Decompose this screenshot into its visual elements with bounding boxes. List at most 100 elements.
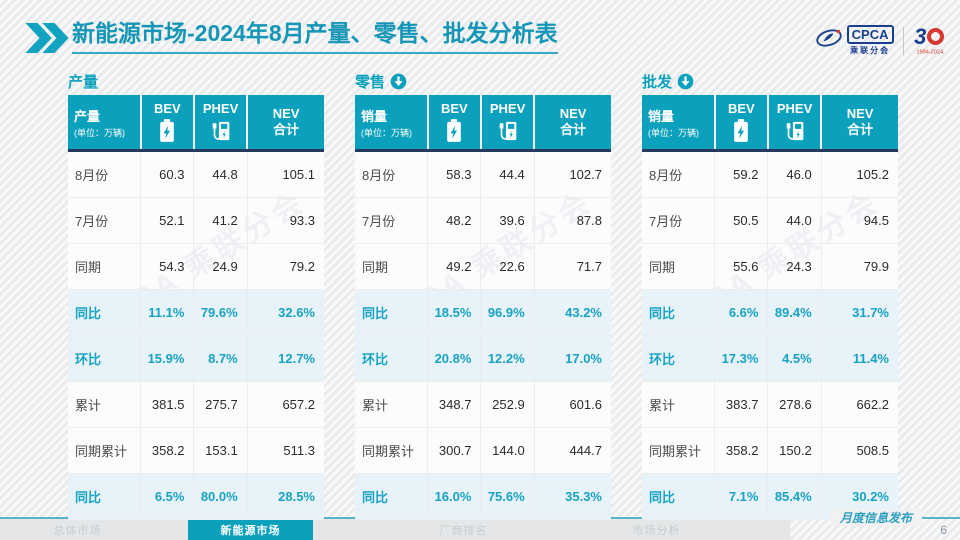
cell-value: 32.6% xyxy=(247,289,324,336)
table-row: 同比 7.1% 85.4% 30.2% xyxy=(642,473,898,520)
cell-value: 28.5% xyxy=(247,473,324,520)
row-label: 同比 xyxy=(68,473,142,520)
cell-value: 93.3 xyxy=(247,197,324,244)
cell-value: 22.6 xyxy=(480,243,535,290)
cell-value: 12.2% xyxy=(480,335,535,382)
cell-value: 94.5 xyxy=(821,197,898,244)
cell-value: 657.2 xyxy=(247,381,324,428)
cell-value: 17.0% xyxy=(534,335,611,382)
cell-value: 44.0 xyxy=(767,197,822,244)
row-label: 累计 xyxy=(68,381,142,428)
corner-header-cell: 产量 (单位：万辆) xyxy=(68,95,142,152)
footer-tab-overall-market[interactable]: 总体市场 xyxy=(53,524,102,537)
table-row: 同期 49.2 22.6 71.7 xyxy=(355,243,611,290)
cell-value: 4.5% xyxy=(767,335,822,382)
table-row: 8月份 58.3 44.4 102.7 xyxy=(355,150,611,198)
cell-value: 150.2 xyxy=(767,427,822,474)
table-row: 同比 6.6% 89.4% 31.7% xyxy=(642,289,898,336)
row-label: 同期 xyxy=(642,243,716,290)
footer-tab-nev-market[interactable]: 新能源市场 xyxy=(188,519,313,540)
row-label: 同比 xyxy=(642,473,716,520)
table-row: 同比 18.5% 96.9% 43.2% xyxy=(355,289,611,336)
cell-value: 24.9 xyxy=(193,243,248,290)
cell-value: 31.7% xyxy=(821,289,898,336)
ev-charger-icon xyxy=(498,119,518,143)
section-title: 批发 xyxy=(642,74,673,91)
page-title: 新能源市场-2024年8月产量、零售、批发分析表 xyxy=(72,20,558,54)
table-body: 8月份 60.3 44.8 105.1 7月份 52.1 41.2 93.3 同… xyxy=(68,150,324,520)
slide-header: 新能源市场-2024年8月产量、零售、批发分析表 CPCA 乘联分会 xyxy=(25,20,946,56)
footer-tab-market-analysis[interactable]: 市场分析 xyxy=(632,524,681,537)
cpca-logo-text-block: CPCA 乘联分会 xyxy=(846,25,894,56)
row-label: 累计 xyxy=(642,381,716,428)
row-label: 7月份 xyxy=(355,197,429,244)
table-row: 同比 16.0% 75.6% 35.3% xyxy=(355,473,611,520)
table-wrapper: CPCA 乘联分会 销量 (单位：万辆) BEV xyxy=(642,95,898,520)
row-label: 8月份 xyxy=(68,150,142,198)
cell-value: 79.6% xyxy=(193,289,248,336)
anniversary-30-logo: 3 1994-2024 xyxy=(913,25,946,56)
col-header-bev: BEV xyxy=(140,95,195,152)
cell-value: 85.4% xyxy=(767,473,822,520)
table-row: 环比 15.9% 8.7% 12.7% xyxy=(68,335,324,382)
title-rest: -2024年8月产量、零售、批发分析表 xyxy=(187,20,558,46)
row-label: 同期 xyxy=(355,243,429,290)
cell-value: 55.6 xyxy=(714,243,769,290)
table-wrapper: CPCA 乘联分会 销量 (单位：万辆) BEV xyxy=(355,95,611,520)
table-row: 同比 6.5% 80.0% 28.5% xyxy=(68,473,324,520)
unit-label: (单位：万辆) xyxy=(361,127,412,138)
table-row: 8月份 60.3 44.8 105.1 xyxy=(68,150,324,198)
row-label: 同比 xyxy=(642,289,716,336)
cell-value: 75.6% xyxy=(480,473,535,520)
cell-value: 20.8% xyxy=(427,335,482,382)
cell-value: 278.6 xyxy=(767,381,822,428)
row-label: 同期累计 xyxy=(68,427,142,474)
row-label: 环比 xyxy=(642,335,716,382)
row-label: 8月份 xyxy=(355,150,429,198)
cell-value: 300.7 xyxy=(427,427,482,474)
cell-value: 44.8 xyxy=(193,150,248,198)
cell-value: 11.1% xyxy=(140,289,195,336)
cell-value: 58.3 xyxy=(427,150,482,198)
cell-value: 358.2 xyxy=(140,427,195,474)
down-arrow-icon xyxy=(677,73,694,90)
table-row: 累计 381.5 275.7 657.2 xyxy=(68,381,324,428)
cell-value: 48.2 xyxy=(427,197,482,244)
cell-value: 50.5 xyxy=(714,197,769,244)
cell-value: 105.2 xyxy=(821,150,898,198)
footer-tabs: 总体市场 新能源市场 厂商排名 市场分析 xyxy=(0,519,790,540)
row-label: 同比 xyxy=(68,289,142,336)
data-table: 产量 (单位：万辆) BEV xyxy=(68,95,324,520)
battery-icon xyxy=(444,119,464,143)
cell-value: 39.6 xyxy=(480,197,535,244)
table-row: 累计 383.7 278.6 662.2 xyxy=(642,381,898,428)
cell-value: 6.6% xyxy=(714,289,769,336)
table-row: 环比 20.8% 12.2% 17.0% xyxy=(355,335,611,382)
cell-value: 89.4% xyxy=(767,289,822,336)
row-label: 同比 xyxy=(355,473,429,520)
logo-group: CPCA 乘联分会 3 1994-2024 xyxy=(815,20,946,56)
ev-charger-icon xyxy=(785,119,805,143)
col-header-phev: PHEV xyxy=(767,95,823,152)
cell-value: 87.8 xyxy=(534,197,611,244)
tables-area: 产量 CPCA 乘联分会 产量 (单位：万辆) xyxy=(68,70,898,520)
cell-value: 59.2 xyxy=(714,150,769,198)
cell-value: 102.7 xyxy=(534,150,611,198)
col-header-phev: PHEV xyxy=(480,95,536,152)
table-row: 8月份 59.2 46.0 105.2 xyxy=(642,150,898,198)
data-table: 销量 (单位：万辆) BEV xyxy=(642,95,898,520)
cell-value: 80.0% xyxy=(193,473,248,520)
ev-charger-icon xyxy=(211,119,231,143)
header-row: 销量 (单位：万辆) BEV xyxy=(642,95,898,152)
cpca-swoosh-icon xyxy=(815,26,843,55)
footer-tab-manufacturer-ranking[interactable]: 厂商排名 xyxy=(439,524,488,537)
cell-value: 12.7% xyxy=(247,335,324,382)
col-header-bev: BEV xyxy=(427,95,482,152)
anniversary-0-ring xyxy=(927,28,945,45)
cell-value: 24.3 xyxy=(767,243,822,290)
logo-divider xyxy=(902,26,904,55)
cell-value: 60.3 xyxy=(140,150,195,198)
cell-value: 35.3% xyxy=(534,473,611,520)
section-title: 产量 xyxy=(68,74,99,91)
